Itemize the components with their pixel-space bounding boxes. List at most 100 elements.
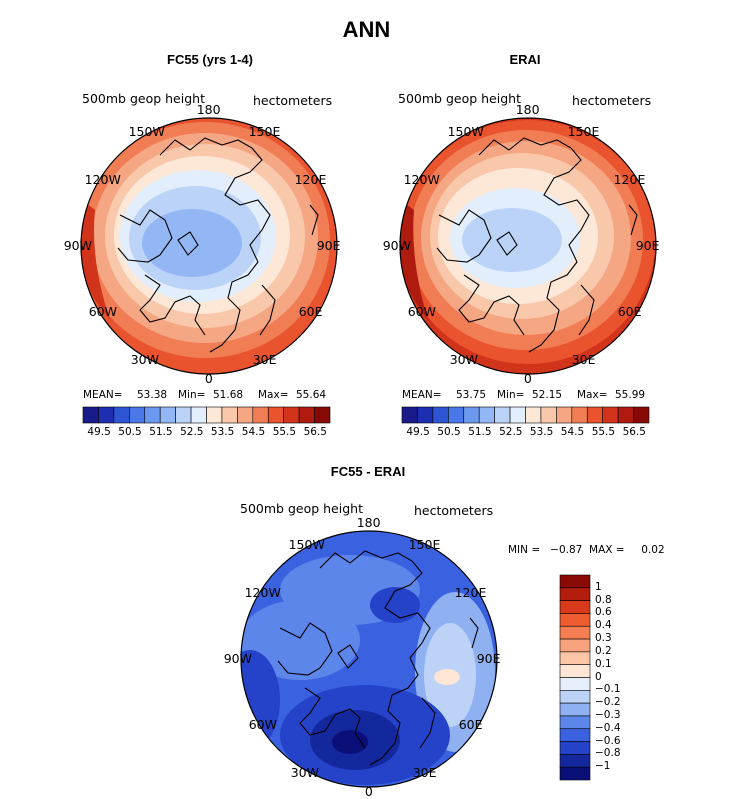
longitude-label: 120W [84, 172, 121, 187]
colorbar-swatch [509, 406, 526, 424]
longitude-label: 180 [356, 515, 381, 530]
longitude-label: 120W [403, 172, 440, 187]
longitude-label: 90E [476, 651, 501, 666]
diff-variable-label: 500mb geop height [240, 501, 363, 516]
colorbar-swatch [540, 406, 557, 424]
colorbar-tick-label: 52.5 [499, 426, 523, 438]
colorbar-swatch [559, 728, 591, 742]
colorbar-erai [401, 406, 650, 424]
colorbar-swatch [559, 754, 591, 768]
colorbar-swatch [633, 406, 650, 424]
longitude-label: 150E [408, 537, 441, 552]
colorbar-swatch [556, 406, 573, 424]
diff-colorbar-tick: −0.6 [595, 734, 621, 747]
colorbar-swatch [129, 406, 146, 424]
longitude-label: 120E [613, 172, 646, 187]
longitude-label: 90E [635, 238, 660, 253]
panel2-mean-value: 53.75 [456, 389, 487, 401]
longitude-label: 60E [298, 304, 323, 319]
coastlines-fc55 [117, 137, 319, 353]
panel1-min-label: Min= [178, 389, 206, 401]
colorbar-swatch [237, 406, 254, 424]
diff-minmax: MIN = −0.87 MAX = 0.02 [508, 544, 665, 556]
panel1-mean-value: 53.38 [137, 389, 168, 401]
colorbar-swatch [82, 406, 99, 424]
longitude-label: 150E [248, 124, 281, 139]
longitude-label: 30E [252, 352, 277, 367]
colorbar-swatch [559, 625, 591, 640]
longitude-label: 150E [567, 124, 600, 139]
diff-colorbar-tick: −1 [595, 760, 611, 773]
longitude-label: 150W [447, 124, 484, 139]
longitude-label: 60E [458, 717, 483, 732]
colorbar-tick-label: 50.5 [437, 426, 461, 438]
colorbar-swatch [298, 406, 315, 424]
longitude-label: 60W [248, 717, 277, 732]
panel2-max-label: Max= [577, 389, 608, 401]
diff-colorbar-tick: −0.2 [595, 696, 621, 709]
longitude-label: 150W [288, 537, 325, 552]
diff-colorbar-tick: 0.8 [595, 593, 612, 606]
longitude-label: 90W [223, 651, 252, 666]
colorbar-swatch [417, 406, 434, 424]
colorbar-tick-label: 56.5 [622, 426, 646, 438]
colorbar-tick-label: 55.5 [591, 426, 616, 438]
panel1-mean-label: MEAN= [83, 389, 123, 401]
panel1-variable-label: 500mb geop height [82, 91, 205, 106]
longitude-label: 30W [130, 352, 159, 367]
diff-colorbar-tick: 0.1 [595, 657, 612, 670]
colorbar-swatch [559, 574, 591, 589]
colorbar-swatch [559, 613, 591, 627]
diff-colorbar-tick: −0.4 [595, 721, 621, 734]
colorbar-swatch [432, 406, 449, 424]
panel2-min-label: Min= [497, 389, 525, 401]
panel2-mean-label: MEAN= [402, 389, 442, 401]
longitude-label: 60E [617, 304, 642, 319]
longitude-label: 60W [88, 304, 117, 319]
colorbar-swatch [463, 406, 480, 424]
colorbar-tick-label: 50.5 [118, 426, 142, 438]
panel2-max-value: 55.99 [615, 389, 646, 401]
panel1-max-value: 55.64 [296, 389, 327, 401]
colorbar-tick-label: 56.5 [303, 426, 327, 438]
diff-colorbar-tick: −0.3 [595, 708, 621, 721]
colorbar-tick-label: 54.5 [241, 426, 266, 438]
colorbar-swatch [478, 406, 495, 424]
coastlines-erai [436, 137, 638, 353]
diff-units-label: hectometers [414, 503, 494, 518]
coastlines-diff [277, 550, 479, 766]
colorbar-swatch [314, 406, 331, 424]
longitude-label: 150W [128, 124, 165, 139]
diff-colorbar-tick: 0.6 [595, 606, 612, 619]
colorbar-swatch [221, 406, 238, 424]
colorbar-swatch [559, 702, 591, 717]
colorbar-swatch [267, 406, 284, 424]
colorbar-swatch [571, 406, 588, 424]
map-fc55 [81, 118, 337, 374]
colorbar-tick-label: 49.5 [406, 426, 430, 438]
longitude-label: 30E [412, 765, 437, 780]
colorbar-swatch [559, 638, 591, 653]
colorbar-swatch [559, 715, 591, 730]
colorbar-swatch [559, 664, 591, 678]
colorbar-diff [559, 574, 591, 781]
colorbar-swatch [602, 406, 619, 424]
colorbar-tick-label: 51.5 [149, 426, 173, 438]
colorbar-swatch [617, 406, 634, 424]
longitude-label: 0 [523, 371, 532, 386]
colorbar-swatch [401, 406, 418, 424]
colorbar-tick-label: 52.5 [180, 426, 204, 438]
longitude-label: 30W [290, 765, 319, 780]
longitude-label: 120E [294, 172, 327, 187]
colorbar-swatch [252, 406, 269, 424]
panel1-units-label: hectometers [253, 93, 333, 108]
longitude-label: 90E [316, 238, 341, 253]
panel2-min-value: 52.15 [532, 389, 563, 401]
colorbar-swatch [190, 406, 207, 424]
diff-colorbar-tick: 0.2 [595, 644, 612, 657]
longitude-label: 180 [196, 102, 221, 117]
colorbar-swatch [559, 766, 591, 781]
panel1-max-label: Max= [258, 389, 289, 401]
longitude-label: 0 [364, 784, 373, 799]
colorbar-swatch [175, 406, 192, 424]
